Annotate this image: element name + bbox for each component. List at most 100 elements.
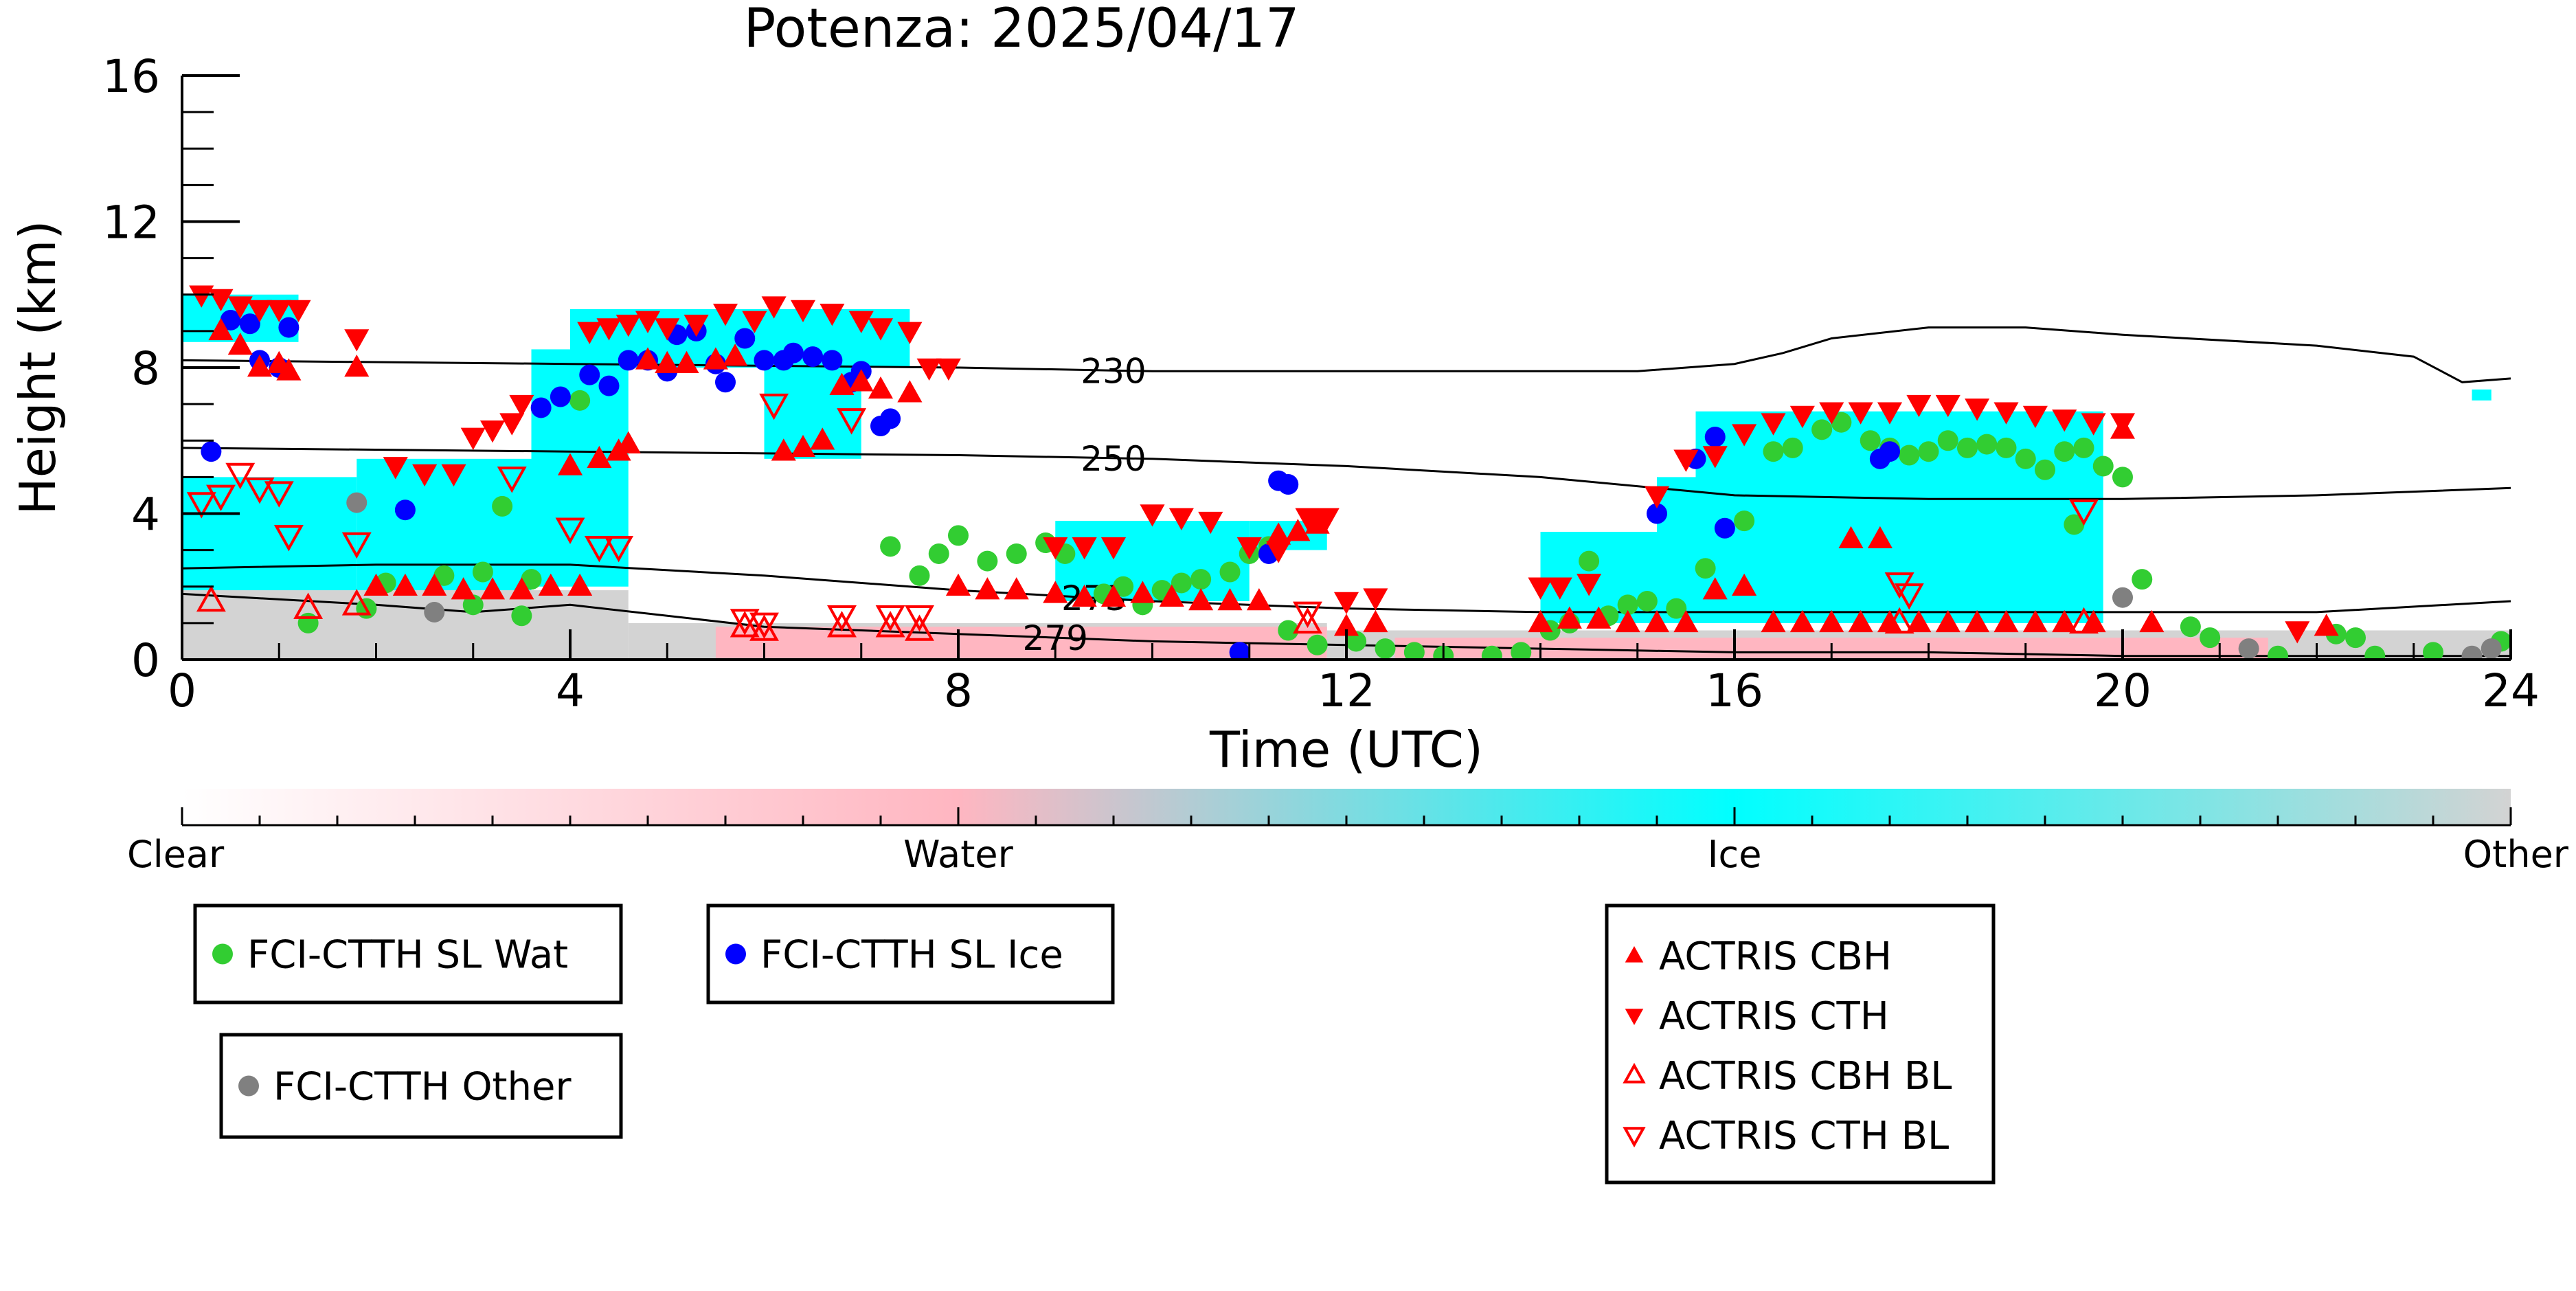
data-point [2054, 441, 2075, 462]
data-point [2364, 645, 2386, 660]
data-point [674, 350, 699, 373]
data-point [1935, 609, 1961, 633]
data-point [206, 484, 236, 512]
data-point [1976, 434, 1998, 455]
legend-frame [193, 903, 623, 1004]
data-point [451, 577, 476, 600]
data-point [2481, 638, 2502, 660]
data-point [1789, 609, 1815, 633]
data-point [848, 369, 874, 392]
data-point [1673, 609, 1699, 633]
data-point [1295, 508, 1320, 530]
data-point [615, 431, 641, 453]
data-point [683, 314, 709, 337]
data-point [1636, 591, 1658, 611]
series-fci-ctth-other [346, 492, 2502, 660]
data-point [909, 565, 930, 586]
data-point [655, 318, 680, 341]
legend-frame [1605, 903, 1996, 1185]
data-point [1403, 642, 1425, 660]
x-tick-label: 20 [2094, 664, 2151, 717]
data-point [618, 350, 639, 371]
data-point [587, 445, 612, 469]
data-point [1285, 519, 1311, 541]
legend-marker-fci-ctth-other [238, 1075, 259, 1097]
data-point [790, 434, 816, 458]
data-point [822, 350, 843, 371]
legend-frame [219, 1033, 623, 1139]
data-point [1293, 607, 1322, 634]
data-point [759, 393, 789, 420]
data-point [1935, 394, 1961, 418]
data-point [1782, 437, 1803, 458]
data-point [1043, 537, 1068, 560]
data-point [1761, 413, 1786, 436]
data-point [2285, 621, 2310, 644]
data-point [1236, 537, 1262, 560]
data-point [383, 457, 408, 480]
data-point [569, 390, 591, 411]
data-point [538, 573, 563, 596]
colorbar-label-water: Water [903, 833, 1013, 876]
data-point [2069, 499, 2099, 526]
data-point [928, 543, 949, 564]
data-point [916, 358, 942, 381]
data-point [344, 355, 370, 377]
series-actris-cbh [208, 317, 2339, 636]
data-point [1993, 609, 2019, 633]
data-point [344, 329, 370, 352]
data-point [596, 318, 622, 341]
data-point [1190, 569, 1212, 590]
data-point [2139, 609, 2165, 633]
data-point [837, 408, 867, 435]
data-point [897, 322, 923, 344]
y-tick-label: 16 [102, 50, 160, 103]
legend-frame [706, 903, 1115, 1004]
data-point [615, 314, 641, 337]
y-tick-label: 0 [131, 634, 160, 687]
legend-label: ACTRIS CTH BL [1659, 1114, 1949, 1158]
data-point [267, 300, 292, 322]
mask-region-ice [2472, 389, 2492, 401]
data-point [1266, 541, 1291, 563]
data-point [1714, 517, 1735, 539]
data-point [460, 427, 486, 450]
data-point [1906, 609, 1932, 633]
data-point [196, 585, 226, 612]
data-point [1996, 437, 2017, 458]
colorbar-labels: Clear Water Ice Other [127, 833, 2569, 876]
data-point [1819, 609, 1844, 633]
data-point [880, 536, 901, 557]
data-point [771, 438, 796, 461]
data-point [1168, 508, 1194, 530]
data-point [1918, 441, 1939, 462]
data-point [1004, 577, 1029, 600]
data-point [1072, 537, 1097, 560]
colorbar-label-other: Other [2463, 833, 2569, 876]
data-point [730, 611, 760, 638]
data-point [2052, 409, 2077, 432]
x-axis-label: Time (UTC) [1209, 721, 1483, 778]
data-point [392, 573, 418, 596]
data-point [2461, 645, 2483, 660]
data-point [977, 550, 998, 572]
data-point [1511, 642, 1532, 660]
x-tick-label: 12 [1318, 664, 1375, 717]
data-point [1579, 550, 1600, 572]
data-point [2069, 607, 2099, 634]
legend-box: FCI-CTTH SL Wat [193, 903, 623, 1004]
data-point [1937, 430, 1958, 451]
data-point [1848, 402, 1873, 425]
data-point [227, 333, 253, 355]
data-point [492, 495, 513, 517]
data-point [1113, 576, 1134, 597]
data-point [433, 565, 455, 586]
data-point [220, 309, 241, 330]
legend-box: FCI-CTTH SL Ice [706, 903, 1115, 1004]
data-point [479, 577, 506, 600]
data-point [802, 346, 824, 368]
data-point [754, 350, 775, 371]
data-point [2110, 413, 2136, 436]
data-point [1100, 584, 1127, 607]
data-point [521, 569, 542, 590]
